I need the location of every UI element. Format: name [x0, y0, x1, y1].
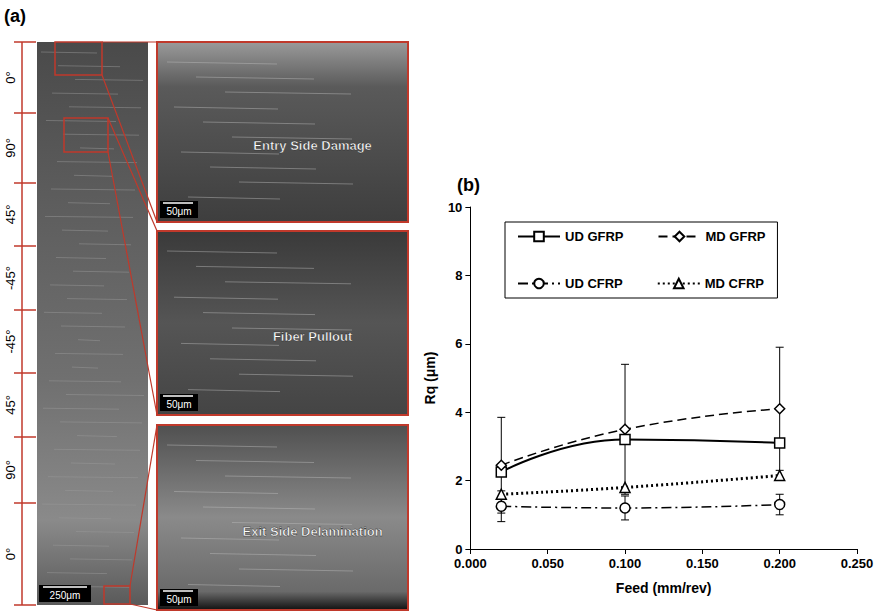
svg-text:(a): (a)	[4, 6, 26, 26]
svg-text:0°: 0°	[3, 548, 18, 560]
svg-text:Rq (μm): Rq (μm)	[422, 352, 438, 405]
svg-text:MD GFRP: MD GFRP	[706, 229, 766, 244]
svg-text:0.100: 0.100	[609, 556, 642, 571]
svg-text:50μm: 50μm	[166, 206, 191, 217]
svg-text:UD CFRP: UD CFRP	[565, 276, 623, 291]
svg-text:-45°: -45°	[3, 266, 18, 290]
svg-text:0.150: 0.150	[686, 556, 719, 571]
svg-text:45°: 45°	[3, 205, 18, 225]
svg-text:Fiber Pullout: Fiber Pullout	[273, 329, 353, 344]
svg-text:0.250: 0.250	[841, 556, 874, 571]
svg-text:0.200: 0.200	[763, 556, 796, 571]
svg-text:(b): (b)	[457, 175, 480, 195]
svg-text:90°: 90°	[3, 138, 18, 158]
svg-text:6: 6	[455, 336, 462, 351]
svg-text:Feed (mm/rev): Feed (mm/rev)	[616, 580, 712, 596]
svg-text:250μm: 250μm	[50, 590, 81, 601]
svg-text:0: 0	[455, 542, 462, 557]
svg-text:50μm: 50μm	[166, 594, 191, 605]
svg-text:0.050: 0.050	[531, 556, 564, 571]
svg-text:0°: 0°	[3, 71, 18, 83]
svg-text:10: 10	[448, 200, 462, 215]
svg-text:0.000: 0.000	[454, 556, 487, 571]
svg-text:Entry Side Damage: Entry Side Damage	[253, 138, 372, 153]
svg-text:Exit Side Delamination: Exit Side Delamination	[243, 524, 383, 539]
svg-text:90°: 90°	[3, 460, 18, 480]
svg-text:45°: 45°	[3, 395, 18, 415]
svg-text:4: 4	[455, 405, 463, 420]
svg-text:UD GFRP: UD GFRP	[565, 229, 624, 244]
svg-text:-45°: -45°	[3, 330, 18, 354]
svg-text:MD CFRP: MD CFRP	[705, 276, 765, 291]
svg-text:2: 2	[455, 473, 462, 488]
svg-text:8: 8	[455, 268, 462, 283]
svg-text:50μm: 50μm	[166, 399, 191, 410]
